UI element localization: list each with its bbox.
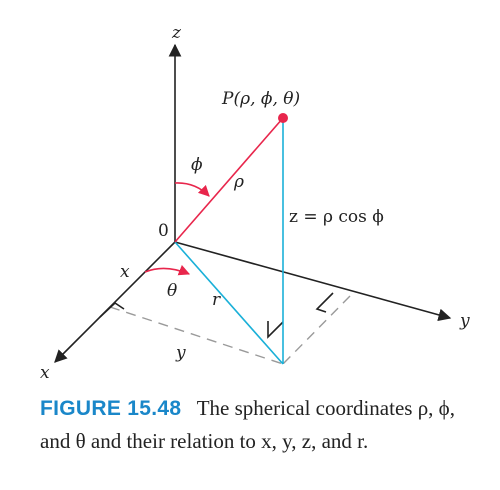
rho-label: ρ — [233, 172, 244, 192]
z-relation-label: z = ρ cos ϕ — [289, 207, 384, 227]
z-axis-label: z — [171, 23, 182, 43]
caption-text: The spherical coordinates ρ, ϕ, and θ an… — [40, 396, 455, 453]
y-distance-label: y — [175, 343, 186, 363]
figure-caption: FIGURE 15.48 The spherical coordinates ρ… — [40, 392, 490, 457]
dashed-y-projection — [282, 295, 351, 365]
y-axis-label: y — [459, 311, 470, 331]
x-distance-label: x — [120, 262, 130, 282]
phi-arc — [174, 182, 210, 197]
phi-label: ϕ — [191, 155, 203, 175]
theta-label: θ — [167, 281, 177, 301]
r-line — [174, 241, 284, 365]
spherical-coordinates-diagram: z y x 0 P(ρ, ϕ, θ) ϕ ρ θ r x y z = ρ cos… — [40, 23, 470, 383]
r-label: r — [212, 290, 221, 310]
origin-label: 0 — [158, 221, 169, 241]
point-label: P(ρ, ϕ, θ) — [221, 89, 300, 109]
x-axis — [54, 241, 176, 363]
rho-line — [174, 117, 284, 243]
y-axis — [174, 241, 452, 322]
right-angle-mark-vertical — [267, 321, 284, 339]
dashed-x-projection — [109, 306, 284, 365]
right-angle-mark-x — [99, 301, 125, 318]
figure-label: FIGURE 15.48 — [40, 397, 182, 420]
theta-arc — [144, 264, 191, 276]
point-p — [278, 113, 288, 123]
right-angle-mark-y — [315, 292, 334, 313]
x-axis-label: x — [40, 363, 50, 383]
